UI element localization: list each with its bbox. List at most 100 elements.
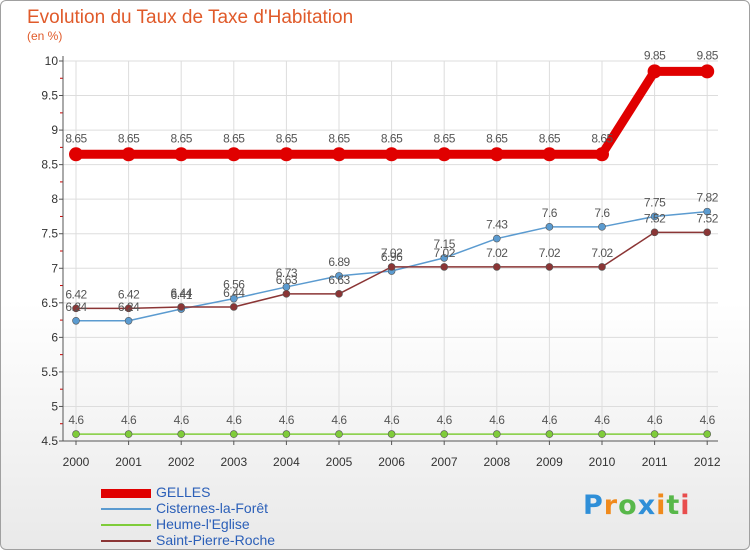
data-point-0 xyxy=(542,147,557,162)
x-tick-label: 2006 xyxy=(378,455,405,469)
data-point-2 xyxy=(440,430,449,438)
data-label-3: 6.63 xyxy=(328,273,350,287)
data-point-0 xyxy=(489,147,504,162)
data-point-3 xyxy=(124,304,133,313)
y-tick-label: 7.5 xyxy=(41,227,58,241)
data-point-2 xyxy=(177,430,185,438)
y-tick-label: 6.5 xyxy=(41,296,58,310)
data-label-0: 8.65 xyxy=(381,131,403,145)
data-label-2: 4.6 xyxy=(331,413,347,427)
proxiti-logo: Proxiti xyxy=(583,490,691,521)
data-label-1: 6.41 xyxy=(171,288,193,302)
data-label-2: 4.6 xyxy=(700,413,716,427)
x-tick-label: 2012 xyxy=(694,455,721,469)
data-point-1 xyxy=(335,272,343,280)
data-point-3 xyxy=(650,228,659,237)
legend-swatch xyxy=(101,508,151,510)
data-point-2 xyxy=(72,430,80,438)
data-label-0: 8.65 xyxy=(171,131,193,145)
data-label-2: 4.6 xyxy=(489,413,505,427)
data-label-3: 6.44 xyxy=(171,286,193,300)
logo-letter: i xyxy=(656,490,667,521)
data-point-3 xyxy=(703,228,712,237)
data-point-3 xyxy=(598,263,606,271)
data-label-0: 8.65 xyxy=(65,131,87,145)
logo-letter: i xyxy=(680,490,691,521)
x-tick-label: 2001 xyxy=(115,455,142,469)
data-label-2: 4.6 xyxy=(226,413,242,427)
data-label-3: 7.52 xyxy=(644,211,666,225)
data-label-3: 7.52 xyxy=(697,211,719,225)
data-point-0 xyxy=(121,147,136,162)
data-label-2: 4.6 xyxy=(279,413,295,427)
data-label-1: 7.6 xyxy=(542,206,558,220)
data-point-2 xyxy=(650,430,659,438)
x-tick-label: 2010 xyxy=(589,455,616,469)
data-point-1 xyxy=(492,234,501,243)
data-label-0: 8.65 xyxy=(434,131,456,145)
data-label-3: 6.42 xyxy=(65,287,87,301)
data-point-3 xyxy=(335,290,343,298)
data-point-3 xyxy=(72,304,80,313)
y-tick-label: 6 xyxy=(51,330,58,344)
data-label-1: 7.6 xyxy=(594,206,610,220)
logo-letter: t xyxy=(666,490,681,521)
data-label-2: 4.6 xyxy=(647,413,663,427)
data-label-1: 7.43 xyxy=(486,218,508,232)
data-label-0: 8.65 xyxy=(118,131,140,145)
data-label-1: 6.73 xyxy=(276,266,298,280)
y-tick-label: 4.5 xyxy=(41,434,58,448)
data-label-2: 4.6 xyxy=(542,413,558,427)
data-label-2: 4.6 xyxy=(594,413,610,427)
logo-letter: x xyxy=(637,490,657,521)
data-label-1: 6.89 xyxy=(328,255,350,269)
logo-letter: o xyxy=(618,490,638,521)
y-tick-label: 9.5 xyxy=(41,89,58,103)
legend-label: Heume-l'Eglise xyxy=(156,516,250,532)
data-point-2 xyxy=(282,430,291,438)
data-point-0 xyxy=(700,64,715,79)
legend-swatch xyxy=(101,540,151,542)
data-label-0: 9.85 xyxy=(644,48,666,62)
data-label-2: 4.6 xyxy=(437,413,453,427)
data-point-1 xyxy=(440,254,449,262)
data-label-3: 6.42 xyxy=(118,287,140,301)
data-label-2: 4.6 xyxy=(68,413,84,427)
data-point-2 xyxy=(703,430,712,438)
data-label-2: 4.6 xyxy=(384,413,400,427)
y-tick-label: 7 xyxy=(51,261,58,275)
data-point-2 xyxy=(492,430,501,438)
data-point-0 xyxy=(69,147,83,162)
data-label-2: 4.6 xyxy=(121,413,137,427)
data-point-3 xyxy=(387,263,396,271)
data-label-0: 9.85 xyxy=(697,48,719,62)
data-point-3 xyxy=(492,263,501,271)
data-label-0: 8.65 xyxy=(276,131,298,145)
data-label-3: 7.02 xyxy=(381,246,403,260)
data-point-0 xyxy=(332,147,346,162)
y-tick-label: 9 xyxy=(51,123,58,137)
data-point-1 xyxy=(230,294,238,303)
data-point-0 xyxy=(647,64,662,79)
x-tick-label: 2008 xyxy=(483,455,510,469)
data-label-2: 4.6 xyxy=(174,413,190,427)
legend-swatch xyxy=(101,524,151,526)
data-point-2 xyxy=(335,430,343,438)
data-point-3 xyxy=(177,303,185,311)
data-point-0 xyxy=(279,147,294,162)
data-label-1: 7.75 xyxy=(644,195,666,209)
logo-letter: P xyxy=(583,490,604,521)
data-point-0 xyxy=(174,147,189,162)
data-label-3: 7.02 xyxy=(486,246,508,260)
data-point-3 xyxy=(282,290,291,298)
legend-swatch xyxy=(101,488,151,498)
data-point-1 xyxy=(545,223,554,231)
data-point-0 xyxy=(226,147,241,162)
x-tick-label: 2009 xyxy=(536,455,563,469)
logo-letter: r xyxy=(603,490,619,521)
data-point-1 xyxy=(72,316,80,325)
data-label-3: 7.02 xyxy=(539,246,561,260)
x-tick-label: 2005 xyxy=(326,455,353,469)
